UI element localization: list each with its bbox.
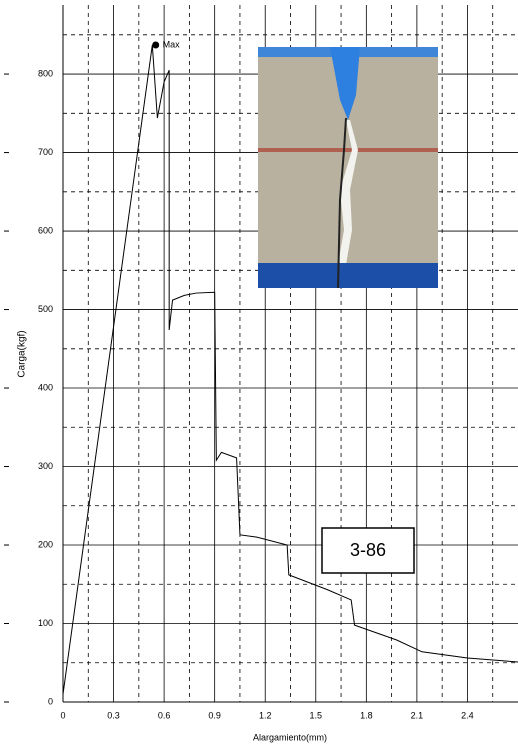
photo-crack xyxy=(334,120,358,288)
photo-line xyxy=(258,148,438,152)
x-tick-label: 1.8 xyxy=(360,710,373,720)
y-tick-label: 300 xyxy=(38,461,53,471)
photo-notch xyxy=(330,47,360,120)
y-tick-label: 700 xyxy=(38,147,53,157)
y-tick-label: 600 xyxy=(38,225,53,235)
y-tick-label: 0 xyxy=(48,696,53,706)
x-axis-label: Alargamiento(mm) xyxy=(253,732,327,742)
y-tick-label: 500 xyxy=(38,304,53,314)
x-tick-label: 1.2 xyxy=(259,710,272,720)
x-tick-label: 0 xyxy=(60,710,65,720)
x-tick-label: 0.6 xyxy=(158,710,171,720)
x-tick-label: 0.3 xyxy=(107,710,120,720)
y-tick-label: 800 xyxy=(38,68,53,78)
sample-label: 3-86 xyxy=(350,540,386,560)
data-line xyxy=(62,44,518,695)
photo-crack-line xyxy=(337,117,347,289)
photo-bottom xyxy=(258,263,438,288)
y-tick-label: 400 xyxy=(38,382,53,392)
y-axis-label: Carga(kgf) xyxy=(17,330,28,377)
x-tick-label: 1.5 xyxy=(310,710,323,720)
x-tick-label: 2.1 xyxy=(411,710,424,720)
x-tick-label: 0.9 xyxy=(208,710,221,720)
y-tick-label: 200 xyxy=(38,539,53,549)
x-tick-label: 2.4 xyxy=(461,710,474,720)
sample-box xyxy=(321,527,415,574)
max-label: Max xyxy=(163,39,181,49)
max-point xyxy=(152,41,160,49)
y-tick-label: 100 xyxy=(38,618,53,628)
photo-inset xyxy=(258,47,438,289)
